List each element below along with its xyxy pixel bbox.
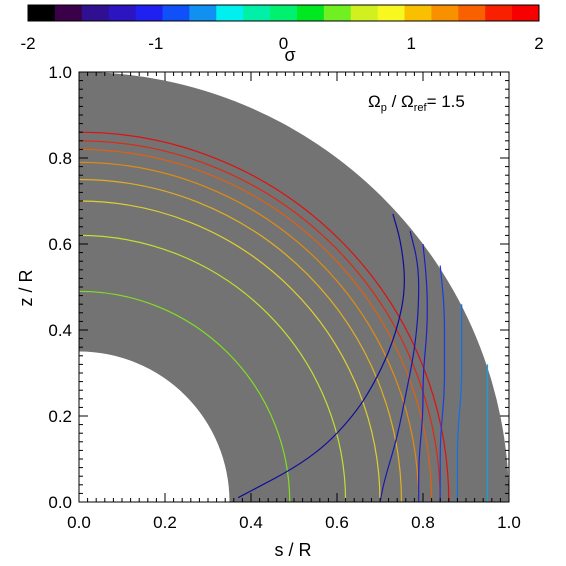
colorbar-tick-labels: -2 -1 0 1 2	[20, 34, 543, 53]
x-tick-labels: 0.0 0.2 0.4 0.6 0.8 1.0	[67, 513, 521, 532]
x-axis-label: s / R	[274, 540, 311, 560]
colorbar-swatch	[216, 5, 244, 21]
axes-frame	[78, 71, 510, 503]
y-tick-label: 0.4	[48, 321, 72, 340]
colorbar-label: σ	[284, 45, 295, 65]
vertical-contour	[439, 265, 446, 502]
annot-omega-ref: / Ω	[387, 92, 414, 111]
colorbar-swatch	[189, 5, 217, 21]
colorbar-swatch	[81, 5, 110, 21]
colorbar-swatch	[323, 5, 352, 21]
circular-contour	[78, 200, 381, 503]
circular-contour	[78, 178, 403, 503]
y-axis-label: z / R	[16, 269, 36, 306]
colorbar-tick-label: 0	[279, 34, 288, 53]
annot-omega-p: Ω	[368, 92, 381, 111]
colorbar-swatch	[350, 5, 379, 21]
vertical-contour	[379, 230, 420, 503]
colorbar-tick-label: 2	[534, 34, 543, 53]
colorbar-swatch	[28, 5, 56, 21]
vertical-contour	[456, 304, 463, 502]
colorbar	[27, 4, 540, 22]
circular-contour	[78, 234, 347, 503]
colorbar-swatch	[512, 5, 540, 21]
y-tick-label: 0.6	[48, 235, 72, 254]
colorbar-tick-label: -2	[20, 34, 35, 53]
y-tick-label: 0.0	[48, 493, 72, 512]
y-tick-label: 0.2	[48, 407, 72, 426]
vertical-contour	[237, 213, 405, 499]
colorbar-swatch	[377, 5, 406, 21]
contour-lines	[78, 131, 489, 503]
colorbar-border	[27, 4, 540, 22]
plot-area: 0.0 0.2 0.4 0.6 0.8 1.0 0.0 0.2 0.4 0.6 0.8 1.0	[48, 63, 520, 532]
colorbar-swatch	[135, 5, 163, 21]
circular-contour	[78, 161, 420, 503]
circular-contour	[78, 131, 450, 503]
x-tick-label: 1.0	[497, 513, 521, 532]
circular-contour	[78, 140, 441, 503]
circular-contour	[78, 290, 291, 503]
colorbar-tick-label: -1	[148, 34, 163, 53]
y-tick-label: 1.0	[48, 63, 72, 82]
shell-domain	[79, 72, 509, 502]
rotation-ratio-annotation: Ωp / Ωref= 1.5	[368, 92, 465, 114]
annot-sub-p: p	[381, 102, 387, 114]
x-tick-label: 0.8	[411, 513, 435, 532]
colorbar-swatch	[270, 5, 298, 21]
colorbar-swatch	[458, 5, 486, 21]
colorbar-swatch	[54, 5, 83, 21]
colorbar-swatch	[108, 5, 137, 21]
x-tick-label: 0.0	[67, 513, 91, 532]
annot-value: = 1.5	[427, 92, 465, 111]
x-tick-label: 0.6	[325, 513, 349, 532]
x-tick-label: 0.4	[239, 513, 263, 532]
colorbar-swatch	[243, 5, 271, 21]
colorbar-swatch	[431, 5, 459, 21]
colorbar-tick-label: 1	[407, 34, 416, 53]
y-tick-label: 0.8	[48, 149, 72, 168]
colorbar-swatch	[162, 5, 190, 21]
vertical-contour	[418, 243, 428, 502]
colorbar-swatch	[485, 5, 513, 21]
colorbar-swatch	[296, 5, 325, 21]
y-tick-labels: 0.0 0.2 0.4 0.6 0.8 1.0	[48, 63, 72, 512]
x-tick-label: 0.2	[153, 513, 177, 532]
annot-sub-ref: ref	[414, 102, 428, 114]
colorbar-swatch	[404, 5, 432, 21]
shell-region	[79, 72, 509, 502]
